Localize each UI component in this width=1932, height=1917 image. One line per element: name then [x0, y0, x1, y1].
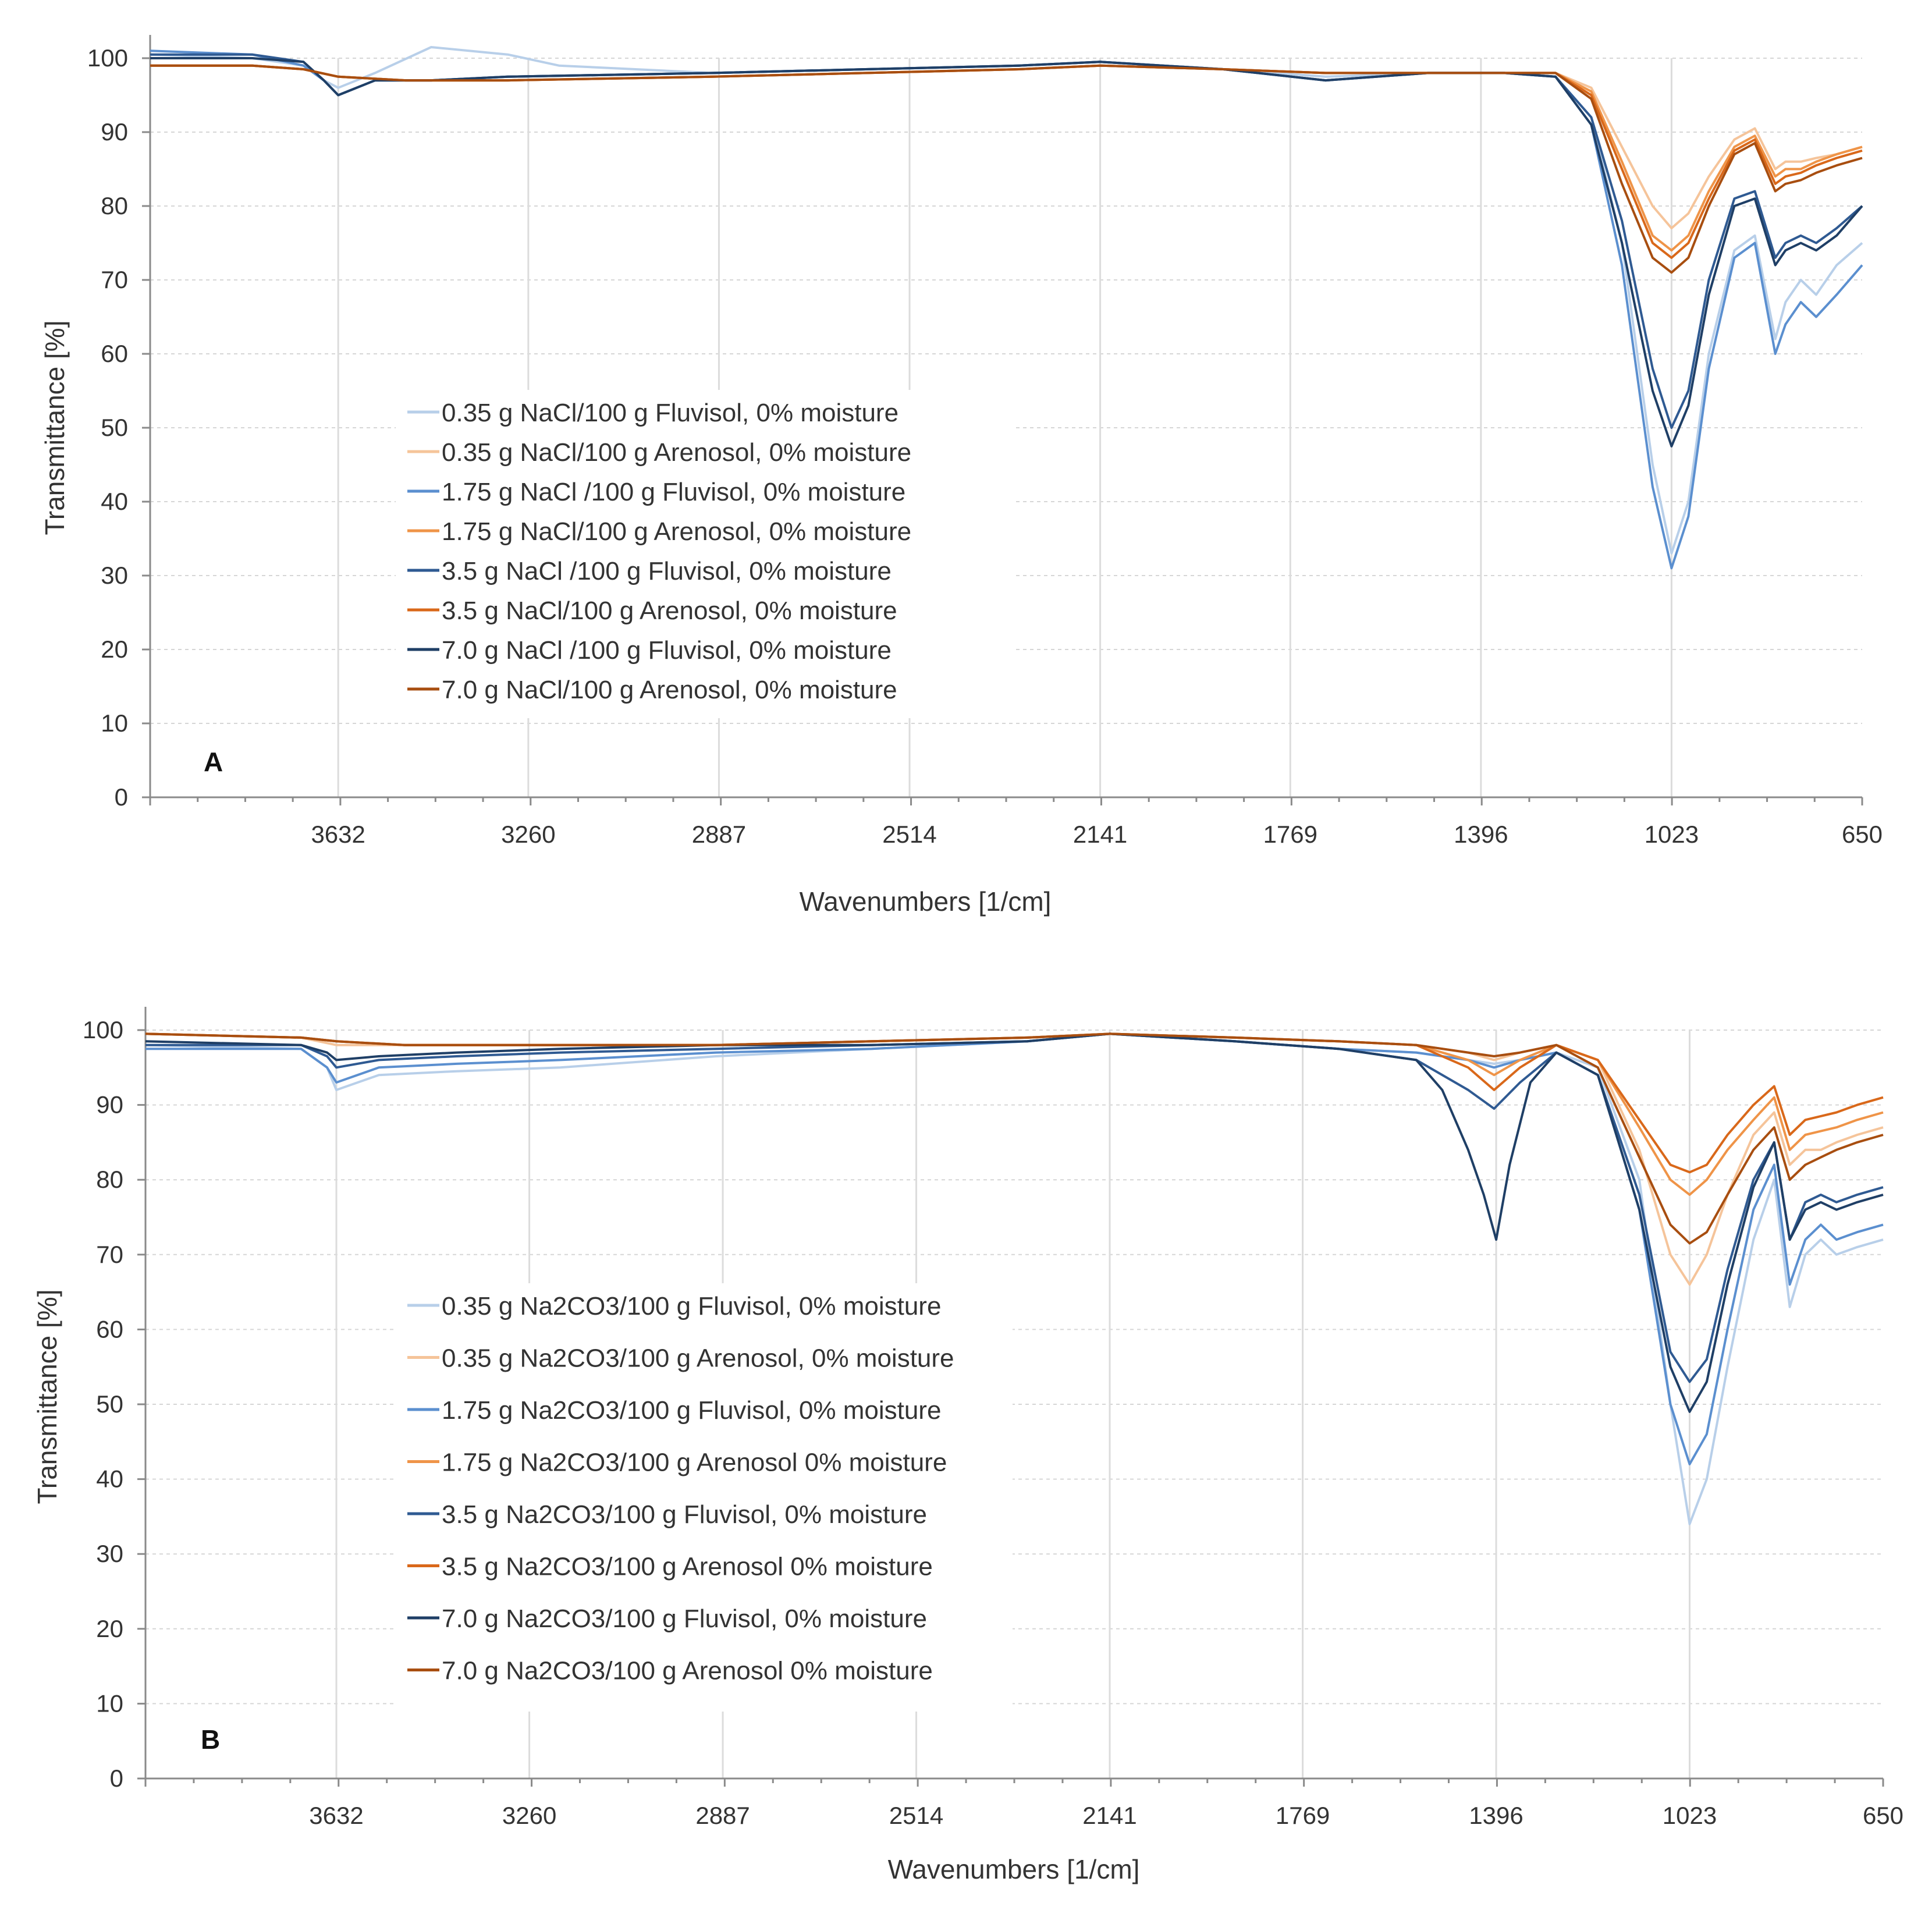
panel-b-x-tick-label: 650 — [1863, 1802, 1903, 1829]
panel-a-y-tick-label: 40 — [101, 488, 128, 515]
panel-b-legend-entry: 7.0 g Na2CO3/100 g Arenosol 0% moisture — [442, 1657, 933, 1685]
panel-a-legend-entry: 0.35 g NaCl/100 g Fluvisol, 0% moisture — [442, 399, 898, 427]
panel-a-series-4-line — [150, 64, 1863, 252]
panel-b-x-axis-title: Wavenumbers [1/cm] — [888, 1854, 1140, 1884]
panel-b-legend-background — [396, 1283, 1013, 1712]
panel-a-x-tick-label: 1396 — [1454, 821, 1508, 848]
panel-b-series-7-line — [145, 1032, 1884, 1413]
panel-a-y-tick-label: 60 — [101, 340, 128, 367]
panel-b-legend-entry: 1.75 g Na2CO3/100 g Fluvisol, 0% moistur… — [442, 1396, 941, 1425]
panel-b-legend-entry: 0.35 g Na2CO3/100 g Fluvisol, 0% moistur… — [442, 1292, 941, 1320]
panel-b-series-3-line — [145, 1032, 1884, 1465]
panel-b-label: B — [201, 1724, 220, 1755]
panel-b-y-tick-label: 20 — [96, 1615, 123, 1642]
panel-a-series-2-line — [150, 64, 1863, 230]
panel-b-x-tick-label: 1023 — [1663, 1802, 1717, 1829]
panel-b-x-tick-label: 3632 — [309, 1802, 363, 1829]
panel-a-x-tick-label: 1023 — [1645, 821, 1699, 848]
panel-a-y-axis-title: Transmittance [%] — [40, 321, 70, 535]
panel-a-y-tick-label: 70 — [101, 266, 128, 293]
panel-b-series-8-line — [145, 1032, 1884, 1245]
panel-b-x-tick-label: 2141 — [1082, 1802, 1137, 1829]
panel-b-legend-entry: 1.75 g Na2CO3/100 g Arenosol 0% moisture — [442, 1449, 947, 1477]
panel-b-x-tick-label: 2887 — [695, 1802, 750, 1829]
panel-b-series-1-line — [145, 1032, 1884, 1525]
panel-a-x-tick-label: 1769 — [1263, 821, 1317, 848]
panel-b-y-tick-label: 90 — [96, 1091, 123, 1119]
panel-a-x-axis-title: Wavenumbers [1/cm] — [800, 886, 1052, 917]
panel-a-y-tick-label: 100 — [87, 44, 128, 72]
panel-a-legend-entry: 0.35 g NaCl/100 g Arenosol, 0% moisture — [442, 438, 911, 467]
panel-b-y-tick-label: 30 — [96, 1540, 123, 1567]
panel-b-x-tick-label: 1769 — [1276, 1802, 1330, 1829]
panel-b-y-tick-label: 50 — [96, 1390, 123, 1418]
panel-a-x-tick-label: 3260 — [501, 821, 555, 848]
panel-b-legend-entry: 3.5 g Na2CO3/100 g Fluvisol, 0% moisture — [442, 1500, 927, 1529]
panel-b-legend-entry: 7.0 g Na2CO3/100 g Fluvisol, 0% moisture — [442, 1604, 927, 1633]
panel-b-y-tick-label: 60 — [96, 1315, 123, 1343]
panel-a-x-tick-label: 650 — [1842, 821, 1883, 848]
panel-b-y-tick-label: 100 — [83, 1016, 123, 1043]
panel-a-y-tick-label: 10 — [101, 709, 128, 737]
panel-a-y-tick-label: 0 — [115, 783, 128, 811]
panel-a-x-tick-label: 2141 — [1073, 821, 1127, 848]
panel-a-legend-background — [396, 390, 1013, 718]
panel-b-y-tick-label: 80 — [96, 1166, 123, 1193]
panel-b-legend-entry: 0.35 g Na2CO3/100 g Arenosol, 0% moistur… — [442, 1344, 954, 1373]
panel-b-y-tick-label: 70 — [96, 1241, 123, 1268]
panel-a-legend-entry: 7.0 g NaCl/100 g Arenosol, 0% moisture — [442, 676, 897, 704]
panel-b-x-tick-label: 3260 — [502, 1802, 556, 1829]
panel-a-legend-entry: 3.5 g NaCl/100 g Arenosol, 0% moisture — [442, 597, 897, 625]
panel-a-legend-entry: 3.5 g NaCl /100 g Fluvisol, 0% moisture — [442, 557, 892, 585]
panel-b-y-tick-label: 0 — [110, 1765, 123, 1792]
panel-b-y-axis-title: Transmittance [%] — [32, 1290, 62, 1504]
panel-a-x-tick-label: 2514 — [882, 821, 936, 848]
panel-b-y-tick-label: 10 — [96, 1689, 123, 1717]
panel-a-series-8-line — [150, 64, 1863, 274]
panel-b-x-tick-label: 1396 — [1469, 1802, 1523, 1829]
panel-a-x-tick-label: 3632 — [311, 821, 365, 848]
panel-a-y-tick-label: 80 — [101, 192, 128, 219]
panel-a-label: A — [204, 747, 223, 777]
panel-a-legend-entry: 7.0 g NaCl /100 g Fluvisol, 0% moisture — [442, 636, 892, 665]
panel-a-legend-entry: 1.75 g NaCl /100 g Fluvisol, 0% moisture — [442, 478, 905, 506]
panel-b-chart: Wavenumbers [1/cm] Transmittance [%] 0 10… — [32, 1007, 1903, 1884]
panel-b-x-tick-label: 2514 — [889, 1802, 943, 1829]
panel-a-y-tick-label: 50 — [101, 414, 128, 441]
panel-a-chart: Wavenumbers [1/cm] Transmittance [%] 0 10… — [40, 35, 1883, 917]
panel-b-y-tick-label: 40 — [96, 1465, 123, 1493]
panel-a-y-tick-label: 30 — [101, 562, 128, 589]
panel-b-series-2-line — [145, 1032, 1884, 1286]
panel-a-series-5-line — [150, 53, 1863, 429]
panel-a-legend-entry: 1.75 g NaCl/100 g Arenosol, 0% moisture — [442, 517, 911, 546]
panel-a-y-tick-label: 90 — [101, 118, 128, 145]
panel-a-y-tick-label: 20 — [101, 636, 128, 663]
panel-a-x-tick-label: 2887 — [692, 821, 746, 848]
panel-b-legend-entry: 3.5 g Na2CO3/100 g Arenosol 0% moisture — [442, 1553, 933, 1581]
